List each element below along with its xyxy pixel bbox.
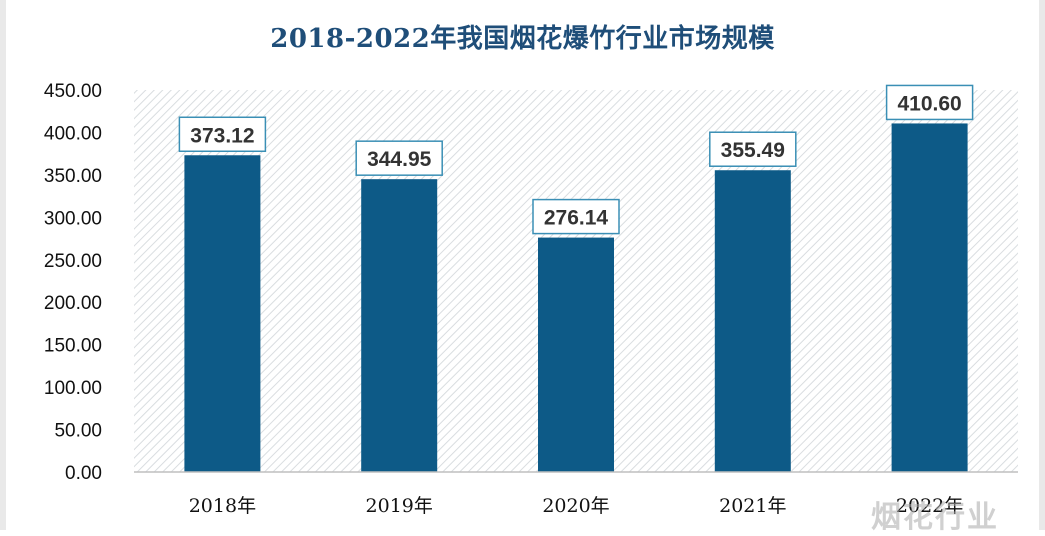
bar-chart: 0.00 50.00 100.00 150.00 200.00 250.00 300.00 3… [44,81,1018,517]
bar [184,155,261,472]
y-tick-label: 300.00 [44,208,102,229]
data-label: 410.60 [897,92,961,115]
data-label-box [885,84,974,121]
data-label: 344.95 [367,148,432,171]
x-tick-label: 2019年 [366,495,433,517]
x-tick-label: 2020年 [542,495,609,517]
data-label: 276.14 [544,207,609,230]
data-label-box [532,198,620,235]
x-tick-label: 2022年 [896,495,963,517]
y-tick-label: 50.00 [54,421,102,442]
y-tick-label: 200.00 [44,293,102,314]
watermark: 烟花行业 [871,500,999,535]
bar [538,237,614,472]
data-label-box [709,131,797,167]
y-tick-label: 450.00 [44,81,102,102]
y-axis: 0.00 50.00 100.00 150.00 200.00 250.00 300.00 3… [44,81,102,484]
data-label: 355.49 [721,139,785,162]
y-tick-label: 100.00 [44,378,102,399]
bar [714,170,791,472]
x-tick-label: 2018年 [189,495,256,517]
y-tick-label: 250.00 [44,251,102,272]
y-tick-label: 400.00 [44,123,102,144]
data-label-box [178,116,267,153]
y-tick-label: 150.00 [44,336,102,357]
y-tick-label: 350.00 [44,166,102,187]
data-label-box [355,140,443,176]
bars: 373.12 344.95 276.14 355.49 410.60 [178,84,974,472]
chart-title: 2018-2022年我国烟花爆竹行业市场规模 [270,24,775,54]
x-tick-label: 2021年 [719,495,786,517]
y-tick-label: 0.00 [65,463,102,484]
data-label: 373.12 [190,124,254,147]
bar [361,179,438,472]
x-axis-labels: 2018年 2019年 2020年 2021年 2022年 [189,495,964,517]
bar [891,123,968,472]
